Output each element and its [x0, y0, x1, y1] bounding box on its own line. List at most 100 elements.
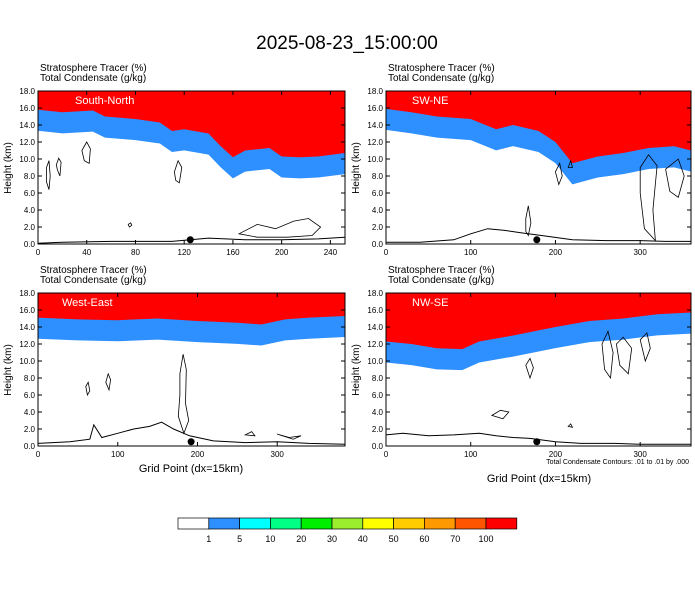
- condensate-contour: [567, 423, 574, 428]
- x-tick-label: 0: [384, 248, 389, 257]
- x-tick-label: 300: [271, 450, 285, 459]
- colorbar-label: 70: [450, 534, 460, 544]
- colorbar-label: 30: [327, 534, 337, 544]
- panel-1-label: South-North: [75, 95, 134, 107]
- colorbar-swatch: [424, 517, 456, 530]
- y-tick-label: 14.0: [19, 323, 35, 332]
- colorbar-swatch: [239, 517, 271, 530]
- y-tick-label: 6.0: [372, 391, 384, 400]
- y-tick-label: 18.0: [367, 289, 383, 298]
- tracer-core: [38, 91, 345, 158]
- condensate-contour: [277, 433, 302, 440]
- condensate-contour: [173, 159, 183, 184]
- condensate-contour: [243, 431, 256, 437]
- condensate-contour: [177, 354, 190, 435]
- y-tick-label: 8.0: [372, 374, 384, 383]
- x-tick-label: 200: [549, 248, 563, 257]
- colorbar-label: 1: [206, 534, 211, 544]
- colorbar-swatch: [454, 517, 487, 530]
- y-tick-label: 12.0: [19, 138, 35, 147]
- colorbar-label: 50: [389, 534, 399, 544]
- y-tick-label: 18.0: [19, 87, 35, 96]
- x-tick-label: 40: [82, 248, 91, 257]
- condensate-contour: [81, 141, 91, 164]
- panel-4-ylabel: Height (km): [351, 344, 362, 396]
- colorbar-swatch: [331, 517, 364, 530]
- x-tick-label: 200: [549, 450, 563, 459]
- panel-sw-ne: 0.0 2.0 4.0 6.0 8.0 10.0 12.0 14.0 16.0 18.0 0 100 2…: [367, 87, 692, 257]
- colorbar-label: 100: [478, 534, 493, 544]
- colorbar: 1 5 10 20 30 40 50 60 70 100: [177, 517, 518, 544]
- panel-south-north: 0.0 2.0 4.0 6.0 8.0 10.0 12.0 14.0 16.0 18.0 0 40 80…: [19, 87, 346, 257]
- condensate-contour: [46, 160, 51, 190]
- y-tick-label: 4.0: [372, 408, 384, 417]
- colorbar-swatch: [485, 517, 518, 530]
- x-tick-label: 0: [36, 450, 41, 459]
- panel-2-label: SW-NE: [412, 95, 448, 107]
- y-tick-label: 0.0: [372, 442, 384, 451]
- colorbar-swatch: [362, 517, 394, 530]
- x-tick-label: 0: [384, 450, 389, 459]
- colorbar-swatch: [177, 517, 210, 530]
- plot-area: [386, 293, 691, 446]
- panel-4-xlabel: Grid Point (dx=15km): [487, 473, 591, 485]
- y-tick-label: 16.0: [19, 104, 35, 113]
- panel-1-ylabel: Height (km): [3, 142, 14, 194]
- y-tick-label: 2.0: [24, 223, 36, 232]
- y-tick-label: 12.0: [367, 340, 383, 349]
- panel-2-ylabel: Height (km): [351, 142, 362, 194]
- y-tick-label: 14.0: [367, 121, 383, 130]
- condensate-contour: [127, 222, 133, 228]
- condensate-contour: [615, 336, 633, 375]
- condensate-contour: [601, 330, 614, 380]
- panel-1-title-line2: Total Condensate (g/kg): [40, 73, 146, 84]
- plot-area: [38, 293, 345, 446]
- plot-area: [386, 91, 691, 244]
- x-tick-label: 100: [111, 450, 125, 459]
- x-tick-label: 80: [131, 248, 140, 257]
- location-marker: [186, 236, 194, 244]
- x-tick-label: 200: [275, 248, 289, 257]
- condensate-contour: [639, 332, 651, 363]
- x-tick-label: 120: [178, 248, 192, 257]
- y-tick-label: 10.0: [19, 357, 35, 366]
- colorbar-swatch: [270, 517, 302, 530]
- y-tick-label: 6.0: [24, 189, 36, 198]
- contour-footnote: Total Condensate Contours: .01 to .01 by…: [546, 459, 689, 466]
- y-tick-label: 10.0: [367, 357, 383, 366]
- condensate-contour: [55, 157, 62, 177]
- y-tick-label: 14.0: [19, 121, 35, 130]
- condensate-contour: [567, 159, 573, 168]
- condensate-contour: [554, 162, 563, 186]
- y-tick-label: 10.0: [367, 155, 383, 164]
- location-marker: [187, 438, 195, 446]
- tracer-core: [386, 293, 691, 350]
- colorbar-swatch: [300, 517, 333, 530]
- y-tick-label: 2.0: [372, 425, 384, 434]
- tracer-core: [386, 91, 691, 164]
- x-tick-label: 100: [464, 450, 478, 459]
- panel-2-title-line1: Stratosphere Tracer (%): [388, 63, 495, 74]
- panel-3-title-line2: Total Condensate (g/kg): [40, 275, 146, 286]
- y-tick-label: 0.0: [24, 240, 36, 249]
- y-tick-label: 16.0: [19, 306, 35, 315]
- y-tick-label: 18.0: [367, 87, 383, 96]
- colorbar-swatch: [393, 517, 425, 530]
- y-tick-label: 0.0: [372, 240, 384, 249]
- location-marker: [533, 438, 541, 446]
- plot-area: [38, 91, 345, 244]
- colorbar-label: 60: [419, 534, 429, 544]
- panel-3-label: West-East: [62, 297, 113, 309]
- x-tick-label: 240: [324, 248, 338, 257]
- panel-4-title-line1: Stratosphere Tracer (%): [388, 265, 495, 276]
- y-tick-label: 16.0: [367, 306, 383, 315]
- y-tick-label: 2.0: [24, 425, 36, 434]
- y-tick-label: 18.0: [19, 289, 35, 298]
- panel-3-ylabel: Height (km): [3, 344, 14, 396]
- terrain-line: [38, 421, 345, 445]
- y-tick-label: 4.0: [24, 206, 36, 215]
- y-tick-label: 4.0: [372, 206, 384, 215]
- y-tick-label: 6.0: [372, 189, 384, 198]
- location-marker: [533, 236, 541, 244]
- colorbar-swatch: [208, 517, 240, 530]
